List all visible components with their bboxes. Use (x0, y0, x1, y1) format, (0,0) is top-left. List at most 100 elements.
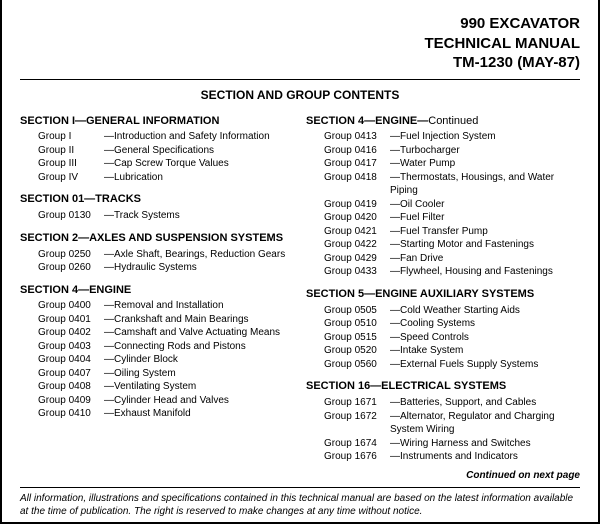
group-label: Group 0407 (38, 367, 104, 381)
group-line: Group 1674—Wiring Harness and Switches (324, 437, 580, 451)
group-name: —Starting Motor and Fastenings (390, 238, 580, 252)
group-label: Group III (38, 157, 104, 171)
group-label: Group 0429 (324, 252, 390, 266)
group-name: —Removal and Installation (104, 299, 294, 313)
group-line: Group 0515—Speed Controls (324, 331, 580, 345)
group-line: Group 1671—Batteries, Support, and Cable… (324, 396, 580, 410)
group-line: Group 0413—Fuel Injection System (324, 130, 580, 144)
group-name: —Hydraulic Systems (104, 261, 294, 275)
group-name: —Fan Drive (390, 252, 580, 266)
group-label: Group 1676 (324, 450, 390, 464)
group-name: —Batteries, Support, and Cables (390, 396, 580, 410)
section-continued-label: Continued (428, 115, 478, 127)
group-line: Group 0408—Ventilating System (38, 380, 294, 394)
group-line: Group 0417—Water Pump (324, 157, 580, 171)
group-label: Group 0515 (324, 331, 390, 345)
group-line: Group 0260—Hydraulic Systems (38, 261, 294, 275)
footer-disclaimer: All information, illustrations and speci… (20, 487, 580, 518)
group-name: —Crankshaft and Main Bearings (104, 313, 294, 327)
group-name: —General Specifications (104, 144, 294, 158)
header-rule (20, 79, 580, 80)
group-name: —Turbocharger (390, 144, 580, 158)
title-line-2: TECHNICAL MANUAL (20, 34, 580, 54)
group-name: —Exhaust Manifold (104, 407, 294, 421)
group-label: Group 0400 (38, 299, 104, 313)
section-title: SECTION 5—ENGINE AUXILIARY SYSTEMS (306, 288, 534, 300)
section-heading: SECTION 4—ENGINE—Continued (306, 114, 580, 129)
group-line: Group 0419—Oil Cooler (324, 198, 580, 212)
group-name: —Introduction and Safety Information (104, 130, 294, 144)
continued-note: Continued on next page (20, 470, 580, 481)
group-name: —Water Pump (390, 157, 580, 171)
group-label: Group 1672 (324, 410, 390, 437)
left-column: SECTION I—GENERAL INFORMATION Group I—Int… (20, 114, 294, 464)
group-name: —Camshaft and Valve Actuating Means (104, 326, 294, 340)
group-name: —Alternator, Regulator and Charging Syst… (390, 410, 580, 437)
section-title: SECTION I—GENERAL INFORMATION (20, 115, 219, 127)
group-label: Group 0408 (38, 380, 104, 394)
section-heading: SECTION I—GENERAL INFORMATION (20, 114, 294, 129)
group-line: Group 0421—Fuel Transfer Pump (324, 225, 580, 239)
group-line: Group 0560—External Fuels Supply Systems (324, 358, 580, 372)
group-label: Group 0520 (324, 344, 390, 358)
group-line: Group III—Cap Screw Torque Values (38, 157, 294, 171)
group-name: —Axle Shaft, Bearings, Reduction Gears (104, 248, 294, 262)
section-title: SECTION 16—ELECTRICAL SYSTEMS (306, 380, 506, 392)
section-title: SECTION 4—ENGINE— (306, 115, 428, 127)
toc-title: SECTION AND GROUP CONTENTS (20, 88, 580, 102)
section-heading: SECTION 4—ENGINE (20, 283, 294, 298)
group-label: Group 0413 (324, 130, 390, 144)
group-label: Group 0422 (324, 238, 390, 252)
group-line: Group 0410—Exhaust Manifold (38, 407, 294, 421)
group-line: Group 0400—Removal and Installation (38, 299, 294, 313)
group-line: Group 0418—Thermostats, Housings, and Wa… (324, 171, 580, 198)
group-line: Group 0429—Fan Drive (324, 252, 580, 266)
group-name: —Cold Weather Starting Aids (390, 304, 580, 318)
group-label: Group 0409 (38, 394, 104, 408)
group-name: —Track Systems (104, 209, 294, 223)
group-line: Group 0420—Fuel Filter (324, 211, 580, 225)
group-line: Group 0505—Cold Weather Starting Aids (324, 304, 580, 318)
group-name: —Cooling Systems (390, 317, 580, 331)
group-line: Group 0416—Turbocharger (324, 144, 580, 158)
group-name: —Cylinder Head and Valves (104, 394, 294, 408)
group-line: Group 0409—Cylinder Head and Valves (38, 394, 294, 408)
section-title: SECTION 2—AXLES AND SUSPENSION SYSTEMS (20, 232, 283, 244)
group-label: Group II (38, 144, 104, 158)
group-label: Group IV (38, 171, 104, 185)
group-label: Group 0404 (38, 353, 104, 367)
group-label: Group 0505 (324, 304, 390, 318)
group-label: Group 0421 (324, 225, 390, 239)
group-name: —Lubrication (104, 171, 294, 185)
group-name: —External Fuels Supply Systems (390, 358, 580, 372)
group-name: —Fuel Transfer Pump (390, 225, 580, 239)
group-line: Group I—Introduction and Safety Informat… (38, 130, 294, 144)
group-label: Group 0510 (324, 317, 390, 331)
group-name: —Connecting Rods and Pistons (104, 340, 294, 354)
section-title: SECTION 4—ENGINE (20, 284, 131, 296)
group-name: —Oil Cooler (390, 198, 580, 212)
group-label: Group 0433 (324, 265, 390, 279)
group-name: —Wiring Harness and Switches (390, 437, 580, 451)
group-label: Group 0560 (324, 358, 390, 372)
group-line: Group 0401—Crankshaft and Main Bearings (38, 313, 294, 327)
group-label: Group 0418 (324, 171, 390, 198)
group-line: Group 1676—Instruments and Indicators (324, 450, 580, 464)
group-label: Group 0410 (38, 407, 104, 421)
group-name: —Fuel Injection System (390, 130, 580, 144)
group-label: Group I (38, 130, 104, 144)
group-line: Group 0130—Track Systems (38, 209, 294, 223)
group-name: —Oiling System (104, 367, 294, 381)
group-line: Group 0520—Intake System (324, 344, 580, 358)
group-line: Group IV—Lubrication (38, 171, 294, 185)
group-name: —Intake System (390, 344, 580, 358)
group-label: Group 0419 (324, 198, 390, 212)
group-label: Group 0260 (38, 261, 104, 275)
title-line-1: 990 EXCAVATOR (20, 14, 580, 34)
group-name: —Thermostats, Housings, and Water Piping (390, 171, 580, 198)
group-name: —Ventilating System (104, 380, 294, 394)
toc-columns: SECTION I—GENERAL INFORMATIONGroup I—Int… (20, 114, 580, 464)
group-label: Group 0416 (324, 144, 390, 158)
group-line: Group 0402—Camshaft and Valve Actuating … (38, 326, 294, 340)
group-label: Group 0402 (38, 326, 104, 340)
